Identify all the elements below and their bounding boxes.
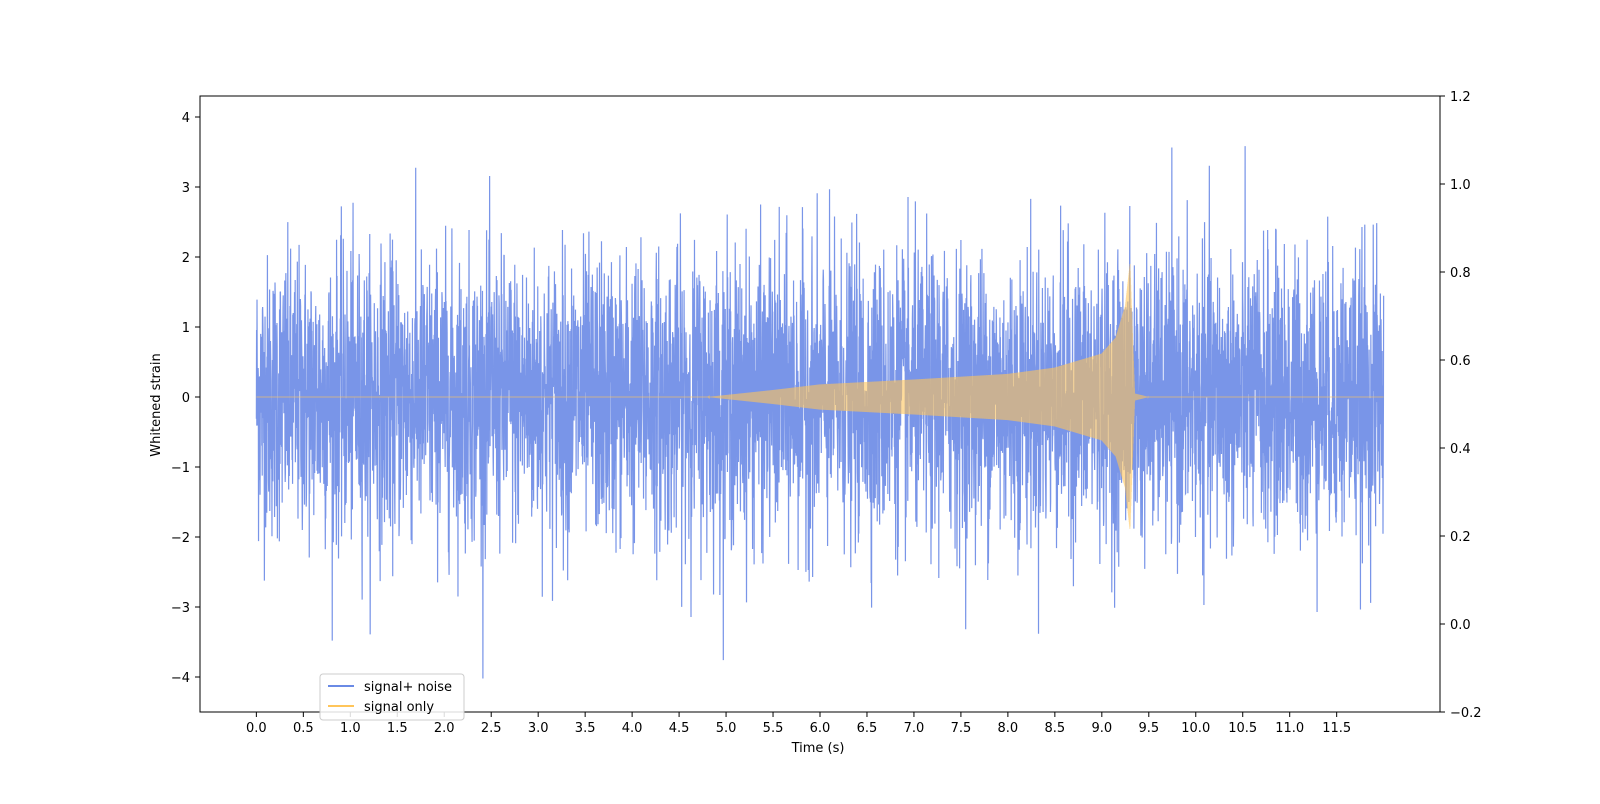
x-tick-label: 8.0: [998, 721, 1019, 736]
x-tick-label: 1.5: [387, 721, 408, 736]
x-tick-label: 3.5: [575, 721, 596, 736]
x-tick-label: 9.5: [1138, 721, 1159, 736]
y2-tick-label: 0.2: [1450, 530, 1471, 545]
x-tick-label: 7.0: [904, 721, 925, 736]
legend-box: [319, 673, 465, 721]
y-tick-label: 0: [182, 391, 190, 406]
x-axis: 0.0 0.5 1.0 1.5 2.0 2.5 3.0 3.5 4.0 4.5 5.0 5.5 6.0 6…: [246, 712, 1351, 736]
x-tick-label: 9.0: [1091, 721, 1112, 736]
x-tick-label: 0.5: [293, 721, 314, 736]
x-tick-label: 5.0: [716, 721, 737, 736]
series-signal-noise: [255, 146, 1385, 679]
x-tick-label: 8.5: [1045, 721, 1066, 736]
series-signal-only: [256, 263, 1384, 529]
y2-tick-label: 0.0: [1450, 618, 1471, 633]
x-tick-label: 5.5: [763, 721, 784, 736]
y-tick-label: −4: [171, 671, 190, 686]
y2-tick-label: 0.6: [1450, 354, 1471, 369]
x-tick-label: 11.5: [1322, 721, 1351, 736]
y2-tick-label: 1.0: [1450, 178, 1471, 193]
signal-noise-line: [255, 146, 1385, 679]
legend: signal+ noise signal only: [319, 673, 465, 721]
y2-tick-label: 1.2: [1450, 90, 1471, 105]
x-tick-label: 3.0: [528, 721, 549, 736]
x-tick-label: 11.0: [1275, 721, 1304, 736]
x-axis-label: Time (s): [791, 741, 845, 756]
y-tick-label: −2: [171, 531, 190, 546]
y2-tick-label: 0.8: [1450, 266, 1471, 281]
x-tick-label: 1.0: [340, 721, 361, 736]
x-tick-label: 6.5: [857, 721, 878, 736]
y-axis-left: 4 3 2 1 0 −1 −2 −3 −4: [171, 111, 200, 686]
y-axis-right: 1.2 1.0 0.8 0.6 0.4 0.2 0.0 −0.2: [1440, 90, 1482, 721]
signal-only-line: [256, 263, 1384, 529]
y-tick-label: 1: [182, 321, 190, 336]
y-axis-label: Whitened strain: [149, 353, 164, 456]
y-tick-label: −1: [171, 461, 190, 476]
x-tick-label: 2.5: [481, 721, 502, 736]
y-tick-label: 2: [182, 251, 190, 266]
y-tick-label: −3: [171, 601, 190, 616]
x-tick-label: 4.0: [622, 721, 643, 736]
x-tick-label: 0.0: [246, 721, 267, 736]
y-tick-label: 3: [182, 181, 190, 196]
y2-tick-label: −0.2: [1450, 706, 1482, 721]
y2-tick-label: 0.4: [1450, 442, 1471, 457]
x-tick-label: 7.5: [951, 721, 972, 736]
x-tick-label: 10.0: [1181, 721, 1210, 736]
legend-label-signal-noise: signal+ noise: [364, 680, 452, 695]
y-tick-label: 4: [182, 111, 190, 126]
x-tick-label: 2.0: [434, 721, 455, 736]
x-tick-label: 6.0: [810, 721, 831, 736]
x-tick-label: 10.5: [1228, 721, 1257, 736]
x-tick-label: 4.5: [669, 721, 690, 736]
legend-label-signal-only: signal only: [364, 700, 434, 715]
